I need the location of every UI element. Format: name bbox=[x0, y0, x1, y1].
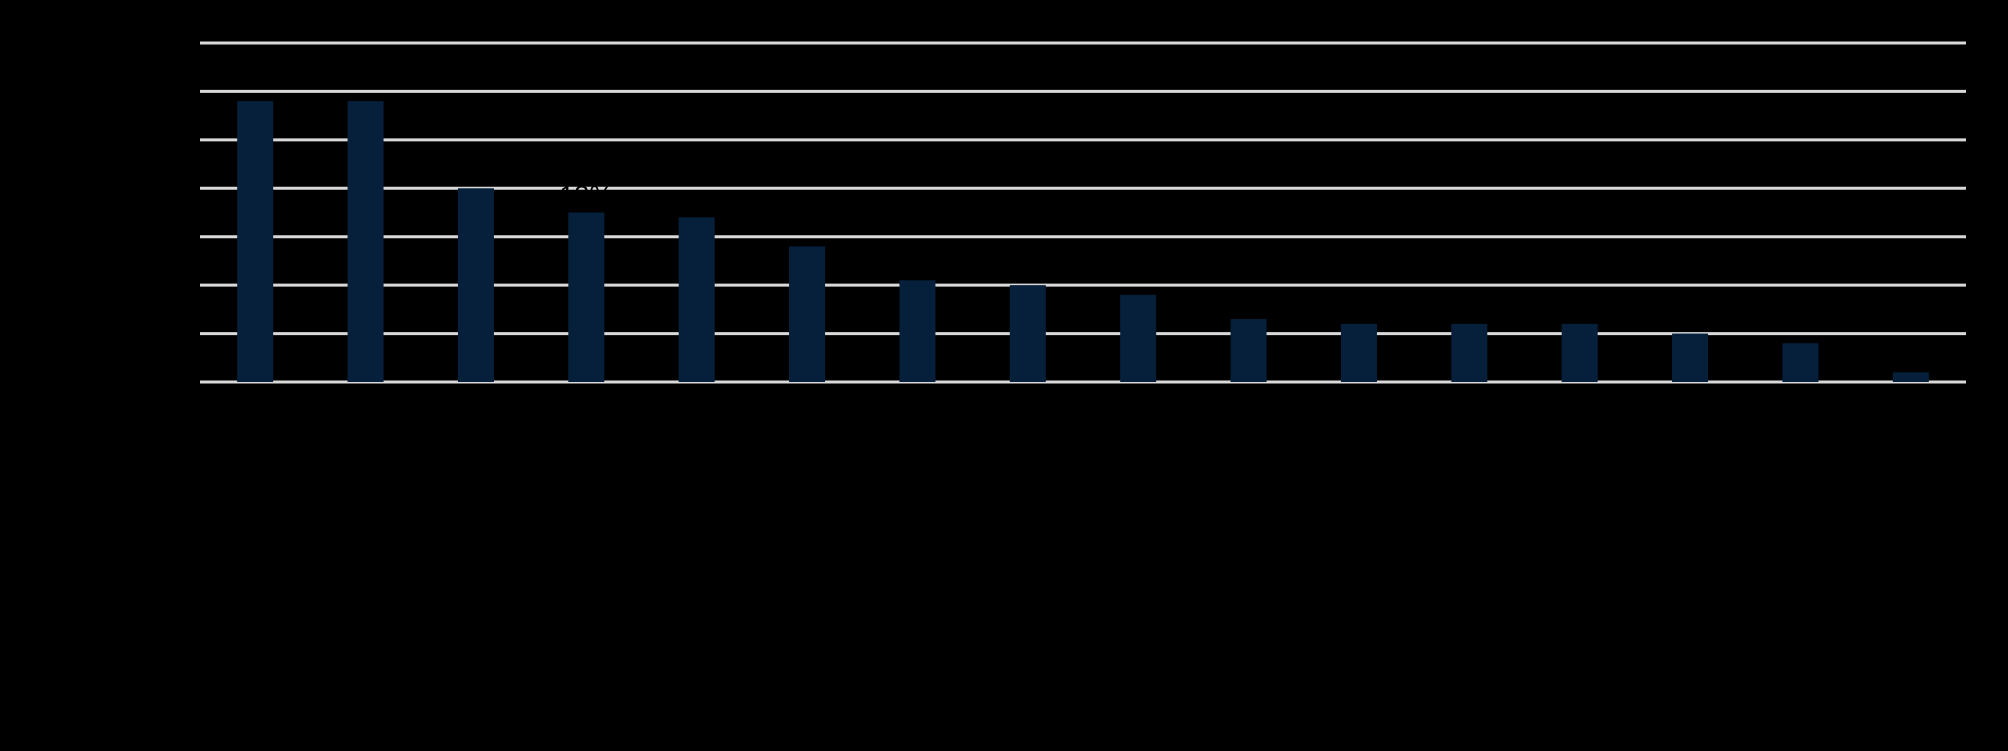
gridlines bbox=[200, 41, 1966, 384]
bar bbox=[1782, 343, 1819, 382]
bar-value-label: 1% bbox=[1891, 340, 1930, 370]
bar-value-label: 6% bbox=[1450, 292, 1489, 322]
bar bbox=[568, 212, 605, 382]
bar bbox=[1120, 294, 1157, 382]
bar-value-label: 17% bbox=[670, 185, 724, 215]
data-labels: 20% 18% 17% 11% 10% 6% 6% 6% 6% 5% 1% bbox=[449, 156, 1930, 370]
bar bbox=[1451, 323, 1488, 382]
bar-value-label: 6% bbox=[1229, 287, 1268, 317]
bar bbox=[457, 188, 494, 382]
bar-value-label: 11% bbox=[891, 248, 943, 278]
bar-value-label: 5% bbox=[1671, 302, 1710, 332]
bar bbox=[1230, 319, 1267, 382]
bar-value-label: 6% bbox=[1560, 292, 1599, 322]
bar bbox=[789, 246, 826, 382]
bar bbox=[347, 101, 384, 382]
bar bbox=[899, 280, 936, 382]
bar-value-label: 20% bbox=[449, 156, 503, 186]
bars bbox=[237, 101, 1929, 382]
bar bbox=[1892, 372, 1929, 382]
bar bbox=[237, 101, 274, 382]
bar-value-label: 6% bbox=[1339, 292, 1378, 322]
bar bbox=[1009, 285, 1046, 382]
bar bbox=[1561, 323, 1598, 382]
bar-value-label: 18% bbox=[559, 181, 613, 211]
bar bbox=[678, 217, 715, 382]
bar bbox=[1340, 323, 1377, 382]
bar-value-label: 10% bbox=[1001, 253, 1055, 283]
bar bbox=[1672, 333, 1709, 382]
